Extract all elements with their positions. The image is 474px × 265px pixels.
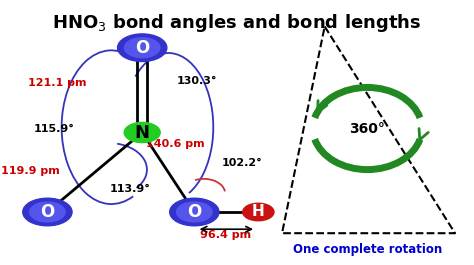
Text: 96.4 pm: 96.4 pm xyxy=(200,229,251,240)
Text: 115.9°: 115.9° xyxy=(34,123,75,134)
Text: 130.3°: 130.3° xyxy=(176,76,217,86)
Text: One complete rotation: One complete rotation xyxy=(293,242,442,256)
Text: 360°: 360° xyxy=(349,122,385,135)
Text: O: O xyxy=(40,203,55,221)
Circle shape xyxy=(23,198,72,226)
Circle shape xyxy=(177,202,212,222)
Text: 113.9°: 113.9° xyxy=(110,184,151,195)
Circle shape xyxy=(30,202,65,222)
Text: HNO$_3$ bond angles and bond lengths: HNO$_3$ bond angles and bond lengths xyxy=(52,12,422,34)
Text: N: N xyxy=(135,123,150,142)
Circle shape xyxy=(170,198,219,226)
Circle shape xyxy=(124,122,160,143)
Text: 121.1 pm: 121.1 pm xyxy=(27,78,86,89)
Circle shape xyxy=(118,34,167,61)
Text: H: H xyxy=(252,205,264,219)
Text: 119.9 pm: 119.9 pm xyxy=(1,166,60,176)
Text: O: O xyxy=(135,39,149,57)
Text: 140.6 pm: 140.6 pm xyxy=(146,139,205,149)
Circle shape xyxy=(243,203,274,221)
Text: 102.2°: 102.2° xyxy=(221,158,262,168)
Text: O: O xyxy=(187,203,201,221)
Circle shape xyxy=(125,38,160,58)
